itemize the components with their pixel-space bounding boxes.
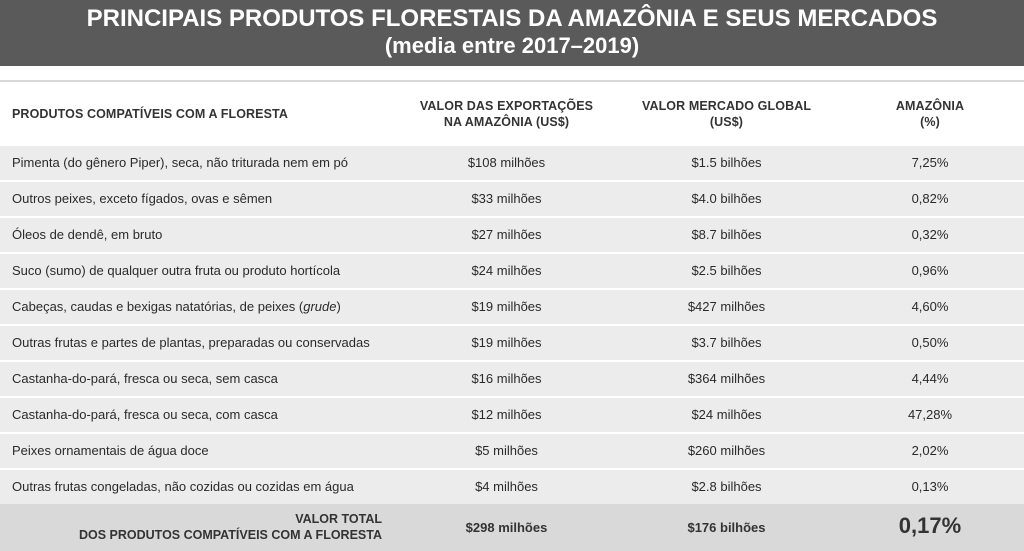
cell-exports: $33 milhões: [471, 191, 542, 206]
cell-product: Outras frutas congeladas, não cozidas ou…: [12, 479, 354, 494]
cell-exports: $4 milhões: [475, 479, 538, 494]
cell-share: 0,82%: [911, 191, 949, 206]
cell-exports: $16 milhões: [471, 371, 542, 386]
table-row: Castanha-do-pará, fresca ou seca, com ca…: [0, 398, 1024, 432]
cell-exports: $24 milhões: [471, 263, 542, 278]
cell-share: 4,44%: [911, 371, 949, 386]
table-row: Pimenta (do gênero Piper), seca, não tri…: [0, 146, 1024, 180]
cell-global: $8.7 bilhões: [691, 227, 762, 242]
column-header-exports-line2: NA AMAZÔNIA (US$): [443, 115, 570, 129]
table-header: PRODUTOS COMPATÍVEIS COM A FLORESTA VALO…: [0, 84, 1024, 146]
cell-product: Outras frutas e partes de plantas, prepa…: [12, 335, 370, 350]
cell-product: Castanha-do-pará, fresca ou seca, com ca…: [12, 407, 278, 422]
divider: [0, 80, 1024, 82]
table-row: Outras frutas e partes de plantas, prepa…: [0, 326, 1024, 360]
column-header-exports-line1: VALOR DAS EXPORTAÇÕES: [419, 99, 594, 113]
column-header-share: AMAZÔNIA (%): [830, 98, 1024, 130]
cell-product: Suco (sumo) de qualquer outra fruta ou p…: [12, 263, 341, 278]
cell-global: $3.7 bilhões: [691, 335, 762, 350]
table-row: Peixes ornamentais de água doce $5 milhõ…: [0, 434, 1024, 468]
table-row: Suco (sumo) de qualquer outra fruta ou p…: [0, 254, 1024, 288]
cell-share: 0,96%: [911, 263, 949, 278]
column-header-global: VALOR MERCADO GLOBAL (US$): [620, 98, 833, 130]
total-label-line2: DOS PRODUTOS COMPATÍVEIS COM A FLORESTA: [78, 528, 382, 542]
column-header-exports: VALOR DAS EXPORTAÇÕES NA AMAZÔNIA (US$): [400, 98, 613, 130]
cell-share: 0,50%: [911, 335, 949, 350]
table-row: Óleos de dendê, em bruto $27 milhões $8.…: [0, 218, 1024, 252]
cell-exports: $19 milhões: [471, 335, 542, 350]
cell-global: $260 milhões: [687, 443, 766, 458]
cell-global: $427 milhões: [687, 299, 766, 314]
column-header-share-line1: AMAZÔNIA: [895, 99, 965, 113]
cell-global: $1.5 bilhões: [691, 155, 762, 170]
page-title: PRINCIPAIS PRODUTOS FLORESTAIS DA AMAZÔN…: [86, 5, 938, 32]
cell-exports: $27 milhões: [471, 227, 542, 242]
cell-product: Óleos de dendê, em bruto: [12, 227, 163, 242]
column-header-global-line2: (US$): [709, 115, 744, 129]
cell-product: Outros peixes, exceto fígados, ovas e sê…: [12, 191, 273, 206]
column-header-share-line2: (%): [920, 115, 940, 129]
cell-global: $364 milhões: [687, 371, 766, 386]
cell-product-prefix: Cabeças, caudas e bexigas natatórias, de…: [12, 299, 304, 314]
cell-product-suffix: ): [336, 299, 341, 314]
cell-share: 0,13%: [911, 479, 949, 494]
cell-exports: $19 milhões: [471, 299, 542, 314]
cell-exports: $5 milhões: [475, 443, 538, 458]
cell-share: 4,60%: [911, 299, 949, 314]
page-subtitle: (media entre 2017–2019): [384, 33, 640, 58]
cell-product: Castanha-do-pará, fresca ou seca, sem ca…: [12, 371, 278, 386]
total-label-line1: VALOR TOTAL: [295, 512, 382, 526]
table-row: Cabeças, caudas e bexigas natatórias, de…: [0, 290, 1024, 324]
cell-global: $24 milhões: [691, 407, 762, 422]
title-banner: PRINCIPAIS PRODUTOS FLORESTAIS DA AMAZÔN…: [0, 0, 1024, 66]
cell-global: $2.5 bilhões: [691, 263, 762, 278]
cell-product: Peixes ornamentais de água doce: [12, 443, 209, 458]
total-global: $176 bilhões: [687, 520, 766, 535]
cell-share: 0,32%: [911, 227, 949, 242]
total-share: 0,17%: [898, 513, 962, 538]
cell-share: 7,25%: [911, 155, 949, 170]
total-row: VALOR TOTAL DOS PRODUTOS COMPATÍVEIS COM…: [0, 504, 1024, 551]
cell-product: Pimenta (do gênero Piper), seca, não tri…: [12, 155, 349, 170]
cell-product-italic: grude: [303, 299, 337, 314]
table-row: Outras frutas congeladas, não cozidas ou…: [0, 470, 1024, 504]
cell-share: 47,28%: [907, 407, 953, 422]
cell-exports: $108 milhões: [467, 155, 546, 170]
cell-product: Cabeças, caudas e bexigas natatórias, de…: [12, 299, 341, 315]
total-exports: $298 milhões: [465, 520, 548, 535]
column-header-global-line1: VALOR MERCADO GLOBAL: [641, 99, 812, 113]
table-row: Castanha-do-pará, fresca ou seca, sem ca…: [0, 362, 1024, 396]
cell-share: 2,02%: [911, 443, 949, 458]
cell-global: $4.0 bilhões: [691, 191, 762, 206]
column-header-product: PRODUTOS COMPATÍVEIS COM A FLORESTA: [12, 107, 288, 121]
cell-exports: $12 milhões: [471, 407, 542, 422]
cell-global: $2.8 bilhões: [691, 479, 762, 494]
table-row: Outros peixes, exceto fígados, ovas e sê…: [0, 182, 1024, 216]
